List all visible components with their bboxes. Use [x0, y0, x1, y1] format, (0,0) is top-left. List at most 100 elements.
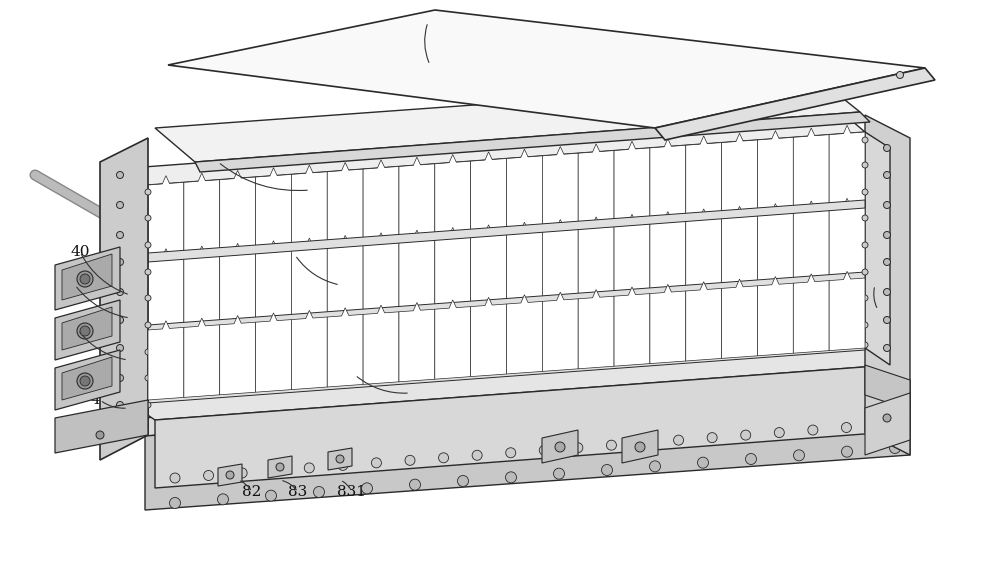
Text: 83: 83: [810, 361, 830, 375]
Polygon shape: [184, 173, 220, 255]
Circle shape: [77, 323, 93, 339]
Polygon shape: [622, 430, 658, 463]
Polygon shape: [148, 176, 184, 258]
Polygon shape: [195, 112, 870, 172]
Polygon shape: [399, 230, 435, 312]
Circle shape: [884, 258, 891, 266]
Polygon shape: [865, 132, 890, 365]
Circle shape: [883, 414, 891, 422]
Polygon shape: [686, 209, 722, 291]
Circle shape: [472, 450, 482, 460]
Polygon shape: [328, 448, 352, 470]
Polygon shape: [650, 284, 686, 364]
Circle shape: [116, 344, 124, 352]
Polygon shape: [865, 365, 910, 410]
Circle shape: [741, 430, 751, 440]
Polygon shape: [130, 168, 148, 428]
Circle shape: [116, 201, 124, 208]
Polygon shape: [327, 236, 363, 317]
Circle shape: [539, 445, 549, 455]
Circle shape: [145, 349, 151, 355]
Polygon shape: [793, 201, 829, 283]
Circle shape: [77, 373, 93, 389]
Text: 11: 11: [98, 425, 118, 439]
Polygon shape: [327, 308, 363, 387]
Circle shape: [80, 326, 90, 336]
Polygon shape: [327, 162, 363, 245]
Polygon shape: [435, 228, 471, 309]
Text: 13: 13: [865, 278, 885, 292]
Polygon shape: [100, 138, 148, 460]
Polygon shape: [471, 297, 507, 377]
Circle shape: [338, 460, 348, 471]
Circle shape: [314, 486, 324, 497]
Polygon shape: [650, 139, 686, 221]
Polygon shape: [220, 315, 256, 395]
Circle shape: [674, 435, 684, 445]
Circle shape: [875, 420, 885, 430]
Polygon shape: [115, 365, 910, 436]
Polygon shape: [363, 160, 399, 242]
Circle shape: [884, 145, 891, 151]
Polygon shape: [256, 313, 291, 392]
Polygon shape: [471, 152, 507, 234]
Circle shape: [145, 375, 151, 381]
Circle shape: [304, 463, 314, 473]
Polygon shape: [184, 246, 220, 327]
Polygon shape: [62, 307, 112, 350]
Polygon shape: [220, 170, 256, 253]
Circle shape: [266, 490, 276, 501]
Polygon shape: [757, 131, 793, 213]
Circle shape: [116, 258, 124, 266]
Polygon shape: [148, 278, 865, 400]
Circle shape: [890, 443, 900, 453]
Polygon shape: [542, 430, 578, 463]
Polygon shape: [62, 254, 112, 300]
Polygon shape: [256, 241, 291, 322]
Polygon shape: [578, 290, 614, 369]
Text: 12: 12: [65, 278, 85, 292]
Text: 70: 70: [792, 148, 812, 162]
Circle shape: [506, 448, 516, 458]
Polygon shape: [291, 165, 327, 248]
Circle shape: [116, 171, 124, 179]
Polygon shape: [268, 456, 292, 478]
Polygon shape: [578, 217, 614, 299]
Circle shape: [698, 457, 708, 468]
Circle shape: [276, 463, 284, 471]
Polygon shape: [148, 132, 865, 258]
Polygon shape: [686, 282, 722, 361]
Polygon shape: [130, 348, 890, 420]
Circle shape: [226, 471, 234, 479]
Circle shape: [746, 453, 757, 464]
Circle shape: [458, 476, 468, 486]
Polygon shape: [148, 249, 184, 330]
Polygon shape: [722, 133, 757, 216]
Polygon shape: [363, 233, 399, 315]
Circle shape: [862, 189, 868, 195]
Polygon shape: [650, 212, 686, 294]
Polygon shape: [829, 125, 865, 208]
Circle shape: [884, 201, 891, 208]
Circle shape: [145, 242, 151, 248]
Polygon shape: [435, 154, 471, 237]
Polygon shape: [507, 295, 542, 374]
Polygon shape: [614, 214, 650, 296]
Polygon shape: [148, 321, 184, 400]
Circle shape: [884, 232, 891, 238]
Polygon shape: [291, 238, 327, 320]
Polygon shape: [148, 200, 865, 262]
Polygon shape: [145, 380, 910, 510]
Polygon shape: [614, 141, 650, 224]
Polygon shape: [155, 365, 890, 488]
Circle shape: [145, 189, 151, 195]
Polygon shape: [363, 305, 399, 385]
Polygon shape: [55, 350, 120, 410]
Polygon shape: [148, 205, 865, 330]
Circle shape: [439, 453, 449, 463]
Circle shape: [405, 455, 415, 465]
Text: 50: 50: [658, 375, 678, 389]
Polygon shape: [148, 343, 865, 403]
Polygon shape: [542, 147, 578, 229]
Polygon shape: [184, 318, 220, 397]
